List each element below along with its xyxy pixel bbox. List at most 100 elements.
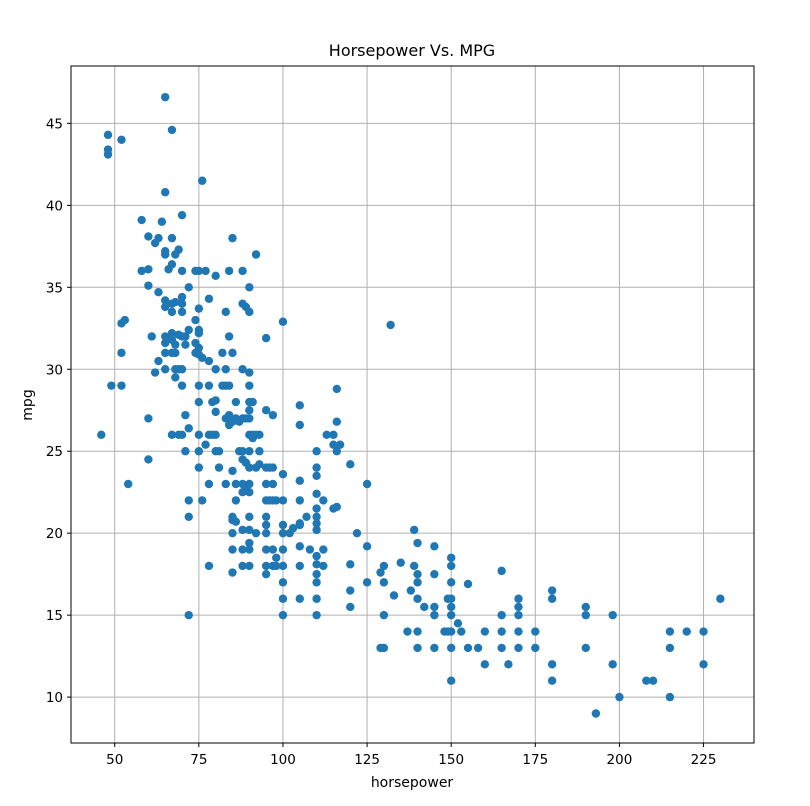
data-point bbox=[167, 233, 177, 243]
data-point bbox=[446, 610, 456, 620]
data-point bbox=[699, 627, 708, 636]
data-point bbox=[161, 365, 170, 374]
data-point bbox=[194, 266, 204, 276]
data-point bbox=[224, 266, 234, 276]
data-point bbox=[278, 594, 288, 603]
data-point bbox=[171, 297, 180, 307]
data-point bbox=[457, 627, 466, 636]
data-point bbox=[463, 579, 473, 589]
data-point bbox=[167, 125, 177, 135]
data-point bbox=[228, 348, 237, 358]
data-point bbox=[319, 545, 328, 554]
data-point bbox=[154, 233, 163, 243]
data-point bbox=[201, 440, 210, 449]
data-point bbox=[480, 660, 490, 669]
data-point bbox=[420, 602, 429, 612]
data-point bbox=[174, 245, 183, 254]
data-point bbox=[473, 643, 483, 653]
data-point bbox=[531, 627, 540, 636]
data-point bbox=[161, 302, 170, 312]
data-point bbox=[97, 430, 106, 440]
data-point bbox=[446, 602, 456, 612]
data-point bbox=[144, 281, 153, 290]
data-point bbox=[497, 566, 506, 576]
data-point bbox=[504, 660, 513, 669]
data-point bbox=[497, 627, 506, 636]
data-point bbox=[312, 560, 321, 569]
data-point bbox=[547, 594, 557, 603]
data-point bbox=[224, 410, 234, 420]
data-point bbox=[184, 610, 193, 620]
data-point bbox=[157, 217, 167, 226]
data-point bbox=[413, 569, 422, 579]
y-axis-label: mpg bbox=[20, 389, 36, 420]
data-point bbox=[389, 591, 399, 600]
data-point bbox=[278, 520, 288, 530]
data-point bbox=[120, 315, 130, 325]
data-point bbox=[362, 578, 372, 587]
data-point bbox=[198, 353, 207, 362]
y-tick-label: 35 bbox=[46, 280, 63, 296]
data-point bbox=[194, 463, 204, 472]
data-point bbox=[413, 578, 422, 587]
data-point bbox=[346, 460, 355, 469]
data-point bbox=[221, 479, 230, 489]
data-point bbox=[268, 479, 278, 489]
data-point bbox=[278, 469, 288, 479]
data-point bbox=[547, 676, 557, 685]
data-point bbox=[204, 561, 214, 571]
data-point bbox=[332, 417, 341, 426]
data-point bbox=[171, 348, 180, 358]
data-point bbox=[191, 315, 200, 325]
data-point bbox=[446, 578, 456, 587]
data-point bbox=[312, 504, 321, 513]
data-point bbox=[245, 525, 254, 535]
data-point bbox=[194, 304, 204, 313]
x-axis-label: horsepower bbox=[371, 775, 454, 791]
x-tick-label: 225 bbox=[691, 752, 717, 768]
data-point bbox=[295, 594, 304, 603]
data-point bbox=[245, 307, 254, 317]
x-tick-label: 75 bbox=[190, 752, 207, 768]
data-point bbox=[238, 266, 247, 276]
data-point bbox=[547, 660, 557, 669]
data-point bbox=[194, 447, 204, 456]
data-point bbox=[184, 512, 193, 521]
data-point bbox=[312, 578, 321, 587]
data-point bbox=[245, 283, 254, 292]
data-point bbox=[547, 586, 557, 595]
data-point bbox=[198, 176, 207, 185]
data-point bbox=[278, 561, 288, 571]
data-point bbox=[430, 643, 439, 653]
data-point bbox=[167, 260, 177, 269]
data-point bbox=[150, 368, 160, 377]
y-tick-label: 40 bbox=[46, 198, 63, 214]
data-point bbox=[204, 294, 214, 303]
data-point bbox=[161, 188, 170, 197]
data-point bbox=[362, 479, 372, 489]
data-point bbox=[261, 528, 271, 538]
data-point bbox=[261, 561, 271, 571]
chart-title: Horsepower Vs. MPG bbox=[329, 41, 495, 60]
data-point bbox=[144, 265, 153, 274]
data-point bbox=[295, 520, 304, 530]
data-point bbox=[184, 496, 193, 505]
data-point bbox=[261, 479, 271, 489]
data-point bbox=[261, 333, 271, 343]
data-point bbox=[413, 643, 422, 653]
x-tick-label: 200 bbox=[607, 752, 633, 768]
data-point bbox=[245, 414, 254, 423]
data-point bbox=[295, 420, 304, 430]
data-point bbox=[204, 356, 214, 366]
data-point bbox=[117, 381, 126, 390]
data-point bbox=[409, 525, 419, 535]
data-point bbox=[278, 545, 288, 554]
data-point bbox=[446, 594, 456, 603]
data-point bbox=[386, 320, 395, 330]
y-tick-label: 45 bbox=[46, 116, 63, 132]
data-point bbox=[211, 396, 220, 405]
data-point bbox=[312, 519, 321, 528]
data-point bbox=[272, 561, 281, 571]
data-point bbox=[245, 561, 254, 571]
data-point bbox=[261, 520, 271, 530]
